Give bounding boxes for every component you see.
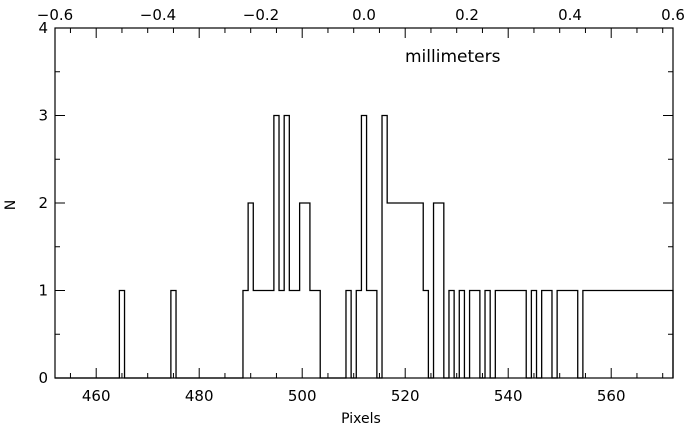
top-tick-label: 0.0 xyxy=(352,6,376,24)
x-tick-label: 520 xyxy=(391,387,420,405)
bottom-axis: 460 480 500 520 540 560 xyxy=(69,28,664,405)
annotation-text: millimeters xyxy=(405,47,501,67)
plot-frame xyxy=(54,27,674,379)
y-tick-label: 4 xyxy=(38,19,48,37)
y-tick-label: 1 xyxy=(38,282,48,300)
x-tick-label: 540 xyxy=(494,387,523,405)
top-tick-label: −0.4 xyxy=(140,6,176,24)
top-tick-label: −0.2 xyxy=(243,6,279,24)
histogram-step-line xyxy=(55,114,674,379)
y-tick-label: 3 xyxy=(38,107,48,125)
y-axis-label: N xyxy=(3,200,19,210)
x-tick-label: 500 xyxy=(288,387,317,405)
x-tick-label: 460 xyxy=(82,387,111,405)
top-axis: −0.6 −0.4 −0.2 0.0 0.2 0.4 0.6 xyxy=(37,6,685,24)
axes-frame xyxy=(54,27,674,379)
x-tick-label: 480 xyxy=(185,387,214,405)
y-tick-label: 0 xyxy=(38,369,48,387)
y-tick-label: 2 xyxy=(38,194,48,212)
x-tick-label: 560 xyxy=(597,387,626,405)
top-tick-label: 0.2 xyxy=(455,6,479,24)
top-tick-label: 0.4 xyxy=(558,6,582,24)
top-tick-label: 0.6 xyxy=(661,6,685,24)
top-tick-label: −0.6 xyxy=(37,6,73,24)
x-axis-label: Pixels xyxy=(341,411,381,427)
